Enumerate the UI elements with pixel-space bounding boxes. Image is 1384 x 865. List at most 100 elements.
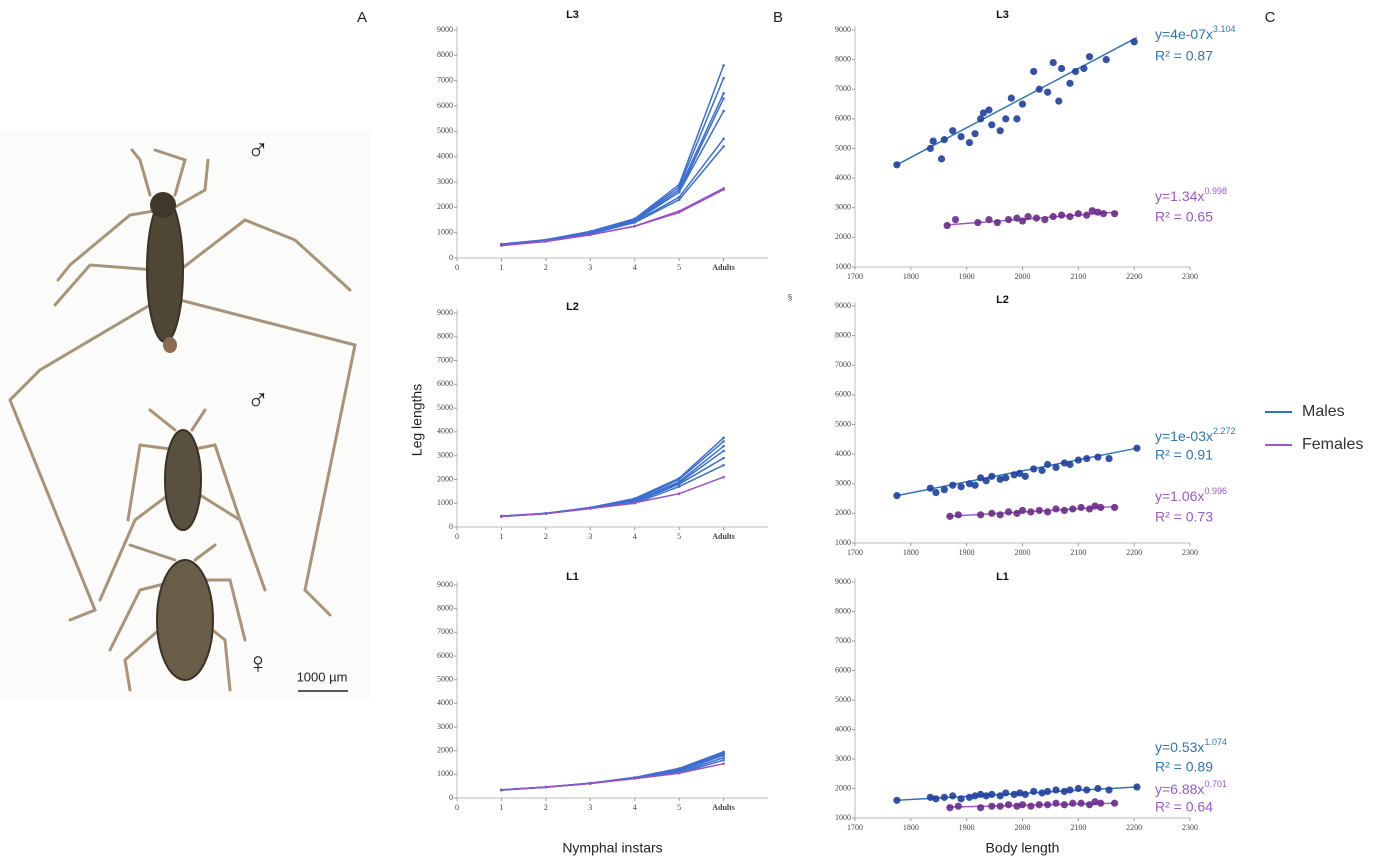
fit-line xyxy=(896,36,1138,166)
point xyxy=(954,511,962,519)
sex-symbol: ♀ xyxy=(247,647,270,680)
point xyxy=(1052,786,1060,794)
point xyxy=(1105,454,1113,463)
point xyxy=(977,474,985,482)
y-tick-label: 2000 xyxy=(835,508,851,517)
point xyxy=(949,481,957,489)
point xyxy=(996,511,1004,519)
y-tick-label: 4000 xyxy=(835,449,851,458)
y-tick-label: 7000 xyxy=(835,636,851,645)
point xyxy=(544,512,548,515)
point xyxy=(1010,790,1018,799)
point xyxy=(1077,799,1085,807)
series-line xyxy=(501,757,724,791)
point xyxy=(1094,208,1102,216)
point xyxy=(893,796,901,804)
y-tick-label: 2000 xyxy=(835,783,851,792)
y-tick-label: 1000 xyxy=(437,227,453,236)
point xyxy=(722,449,725,453)
point xyxy=(1083,454,1091,463)
point xyxy=(1018,506,1027,515)
r-squared: R² = 0.87 xyxy=(1155,48,1213,64)
point xyxy=(633,221,637,224)
y-tick-label: 9000 xyxy=(835,577,851,586)
panel-label: B xyxy=(773,9,783,26)
point xyxy=(940,793,948,801)
point xyxy=(1111,799,1119,807)
point xyxy=(722,145,725,148)
equation-base: y=4e-07x xyxy=(1155,26,1213,42)
point xyxy=(1002,474,1010,482)
point xyxy=(1069,799,1077,807)
y-tick-label: 5000 xyxy=(437,403,453,412)
point xyxy=(979,109,988,117)
equation-exponent: 1.074 xyxy=(1204,737,1227,747)
equation-base: y=1.34x xyxy=(1155,188,1204,204)
y-tick-label: 6000 xyxy=(437,101,453,110)
point xyxy=(1013,214,1021,222)
y-tick-label: 9000 xyxy=(437,580,453,589)
point xyxy=(957,133,965,141)
point xyxy=(996,802,1004,810)
panel-label: A xyxy=(357,9,367,26)
y-tick-label: 6000 xyxy=(835,665,851,674)
point xyxy=(982,477,990,485)
x-tick-label: 1900 xyxy=(959,272,975,281)
point xyxy=(633,777,637,780)
point xyxy=(1105,786,1113,794)
y-tick-label: 5000 xyxy=(835,419,851,428)
y-tick-label: 0 xyxy=(449,793,453,802)
x-tick-label: 2200 xyxy=(1126,548,1142,557)
x-tick-label: 2000 xyxy=(1015,823,1031,832)
equation: y=1.34x0.998 xyxy=(1155,186,1227,203)
point xyxy=(1004,216,1013,224)
point xyxy=(971,130,979,138)
series-line xyxy=(501,754,724,791)
series-line xyxy=(501,457,724,518)
point xyxy=(982,792,990,800)
point xyxy=(500,244,503,247)
point xyxy=(633,225,637,228)
chart-title: L1 xyxy=(996,571,1009,583)
point xyxy=(993,218,1001,227)
point xyxy=(957,483,965,491)
point xyxy=(1004,508,1013,516)
point xyxy=(588,782,592,785)
y-tick-label: 4000 xyxy=(437,151,453,160)
chart-title: L2 xyxy=(996,294,1009,306)
point xyxy=(940,486,948,494)
x-tick-label: 1700 xyxy=(847,272,863,281)
point xyxy=(996,475,1004,483)
point xyxy=(1016,469,1024,477)
point xyxy=(1097,799,1105,807)
point xyxy=(722,475,725,479)
point xyxy=(1060,787,1068,796)
y-tick-label: 9000 xyxy=(437,308,453,317)
point xyxy=(1099,210,1108,218)
equation-exponent: 0.996 xyxy=(1204,486,1227,496)
point xyxy=(633,501,637,505)
y-tick-label: 3000 xyxy=(835,203,851,212)
x-tick-label: 2300 xyxy=(1182,823,1198,832)
equation: y=6.88x0.701 xyxy=(1155,779,1227,796)
series-line xyxy=(501,753,724,791)
y-tick-label: 4000 xyxy=(437,698,453,707)
x-tick-label: 5 xyxy=(677,263,681,272)
point xyxy=(722,188,725,191)
point xyxy=(974,218,982,227)
x-tick-label: 2 xyxy=(544,532,548,541)
point xyxy=(1030,67,1038,76)
point xyxy=(1066,460,1074,469)
y-tick-label: 0 xyxy=(449,253,453,262)
point xyxy=(1044,508,1052,516)
x-tick-label: 1 xyxy=(499,532,503,541)
r-squared: R² = 0.89 xyxy=(1155,759,1213,775)
point xyxy=(893,161,901,169)
legend-label: Females xyxy=(1302,436,1363,453)
point xyxy=(1018,100,1027,108)
point xyxy=(677,771,681,775)
point xyxy=(893,492,901,500)
point xyxy=(1002,789,1010,797)
y-tick-label: 1000 xyxy=(437,498,453,507)
point xyxy=(677,485,681,488)
